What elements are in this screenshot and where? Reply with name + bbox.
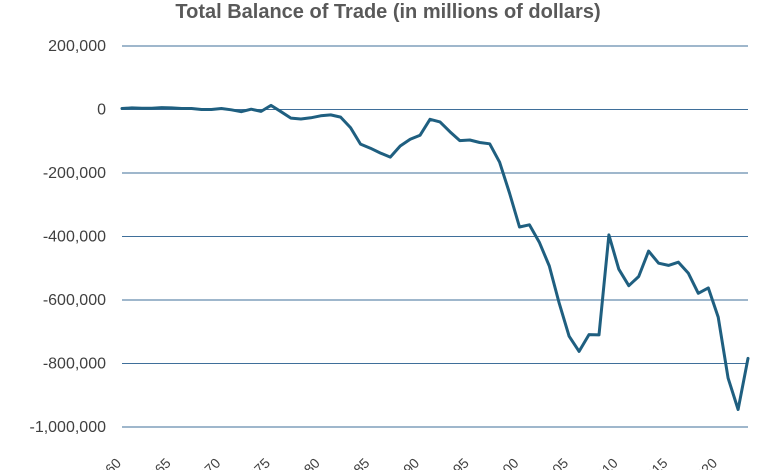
y-axis-tick-labels: 200,000 0 -200,000 -400,000 -600,000 -800,000… bbox=[29, 38, 106, 436]
x-tick-label: 1985 bbox=[339, 455, 372, 470]
x-tick-label: 1960 bbox=[91, 455, 124, 470]
x-tick-label: 1980 bbox=[290, 455, 323, 470]
y-tick-label: 200,000 bbox=[48, 38, 106, 55]
y-tick-label: -400,000 bbox=[43, 229, 106, 246]
x-tick-label: 2020 bbox=[687, 455, 720, 470]
x-tick-label: 1975 bbox=[240, 455, 273, 470]
chart-title: Total Balance of Trade (in millions of d… bbox=[175, 1, 600, 23]
x-tick-label: 1995 bbox=[439, 455, 472, 470]
x-tick-label: 1990 bbox=[389, 455, 422, 470]
x-tick-label: 2000 bbox=[488, 455, 521, 470]
gridlines bbox=[122, 45, 748, 428]
y-tick-label: -1,000,000 bbox=[29, 419, 106, 436]
trade-balance-line bbox=[120, 103, 750, 411]
y-tick-label: -200,000 bbox=[43, 165, 106, 182]
y-tick-label: 0 bbox=[97, 102, 106, 119]
x-axis-tick-labels: 1960 1965 1970 1975 1980 1985 1990 1995 2000 2005… bbox=[91, 455, 721, 470]
x-tick-label: 1965 bbox=[140, 455, 173, 470]
x-tick-label: 1970 bbox=[190, 455, 223, 470]
x-tick-label: 2005 bbox=[538, 455, 571, 470]
y-tick-label: -800,000 bbox=[43, 356, 106, 373]
x-tick-label: 2010 bbox=[588, 455, 621, 470]
x-tick-label: 2015 bbox=[637, 455, 670, 470]
y-tick-label: -600,000 bbox=[43, 292, 106, 309]
